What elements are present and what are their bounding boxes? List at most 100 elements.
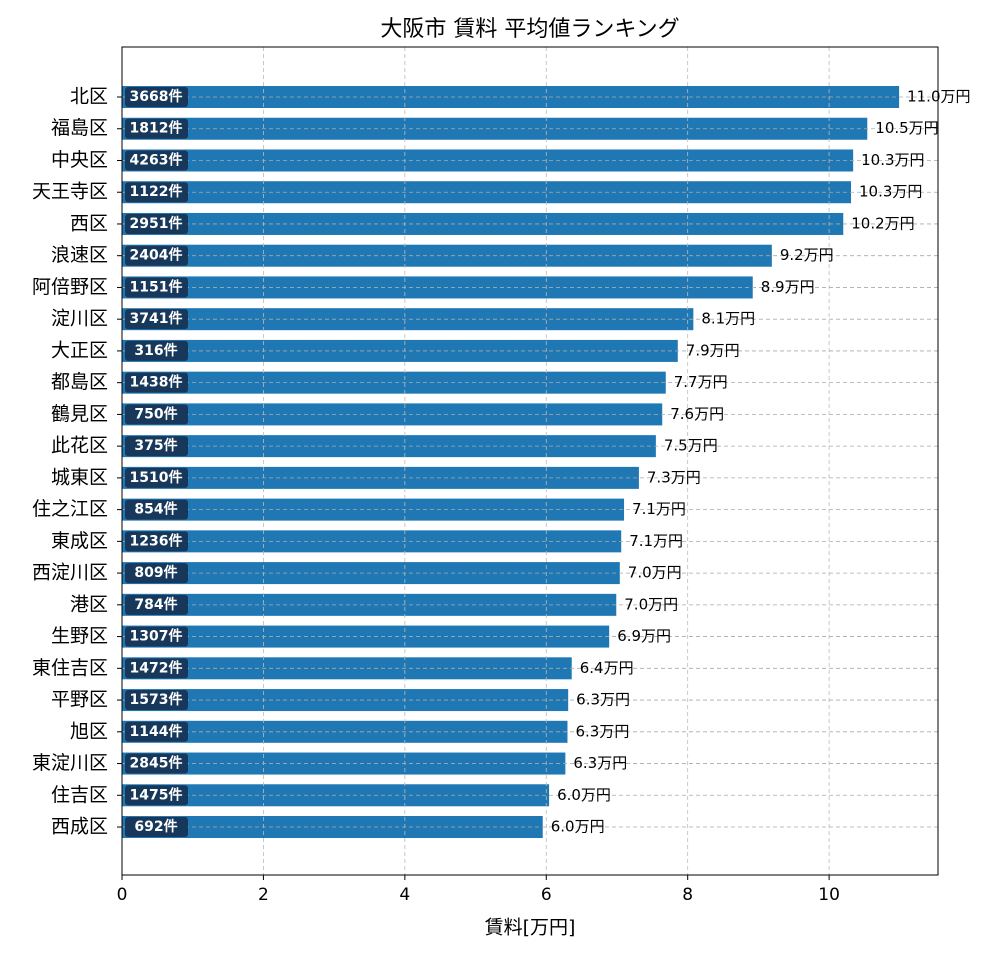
value-label: 10.5万円 [875,119,938,137]
count-label: 1510件 [130,469,183,486]
count-box [125,721,188,742]
count-box [125,245,188,266]
count-label: 316件 [134,342,177,359]
y-tick-label: 北区 [70,86,108,108]
y-tick-label: 浪速区 [51,244,108,266]
value-label: 10.3万円 [859,183,922,201]
value-label: 7.5万円 [664,437,718,455]
count-box [125,277,188,298]
y-tick-label: 鶴見区 [51,403,108,425]
value-label: 11.0万円 [907,88,970,106]
bar [122,308,694,331]
bar [122,720,568,743]
value-label: 7.0万円 [628,564,682,582]
count-label: 2404件 [130,247,183,264]
bar [122,403,663,426]
count-label: 3668件 [130,88,183,105]
y-tick-label: 東住吉区 [32,657,108,679]
value-label: 7.1万円 [632,500,686,518]
value-label: 6.3万円 [575,722,629,740]
count-label: 1151件 [130,278,183,295]
y-tick-label: 西淀川区 [32,562,108,584]
count-box [125,118,188,139]
count-box [125,658,188,679]
count-label: 1475件 [130,786,183,803]
count-box [125,531,188,552]
y-tick-label: 平野区 [51,689,108,711]
value-label: 7.9万円 [686,341,740,359]
y-tick-label: 阿倍野区 [32,276,108,298]
value-label: 9.2万円 [780,246,834,264]
value-label: 6.4万円 [580,659,634,677]
count-box [125,87,188,107]
bar [122,371,666,394]
y-tick-label: 福島区 [51,117,108,139]
count-box [125,150,188,171]
y-tick-label: 東成区 [51,530,108,552]
count-label: 1573件 [130,691,183,708]
count-label: 2951件 [130,215,183,232]
x-tick-label: 8 [682,885,693,905]
value-label: 8.1万円 [701,310,755,328]
count-box [125,594,188,615]
bar [122,752,566,775]
count-label: 854件 [134,501,177,518]
value-label: 7.7万円 [674,373,728,391]
y-tick-label: 大正区 [51,339,108,361]
y-tick-label: 住吉区 [51,784,108,806]
count-label: 750件 [134,405,177,422]
count-label: 1812件 [130,120,183,137]
count-label: 784件 [134,596,177,613]
x-tick-label: 10 [818,885,840,905]
count-label: 1472件 [130,659,183,676]
count-box [125,340,188,361]
y-tick-label: 生野区 [51,625,108,647]
plot-frame [121,46,939,876]
value-label: 6.0万円 [557,786,611,804]
count-box [125,309,188,330]
y-tick-label: 此花区 [51,435,108,457]
count-box [125,817,188,838]
value-label: 7.3万円 [647,468,701,486]
count-box [125,753,188,774]
value-label: 10.2万円 [851,214,914,232]
bar [122,466,639,489]
y-tick-label: 天王寺区 [32,181,108,203]
value-label: 6.3万円 [573,754,627,772]
count-label: 692件 [134,818,177,835]
count-box [125,563,188,584]
y-tick-label: 都島区 [51,371,108,393]
value-label: 7.1万円 [629,532,683,550]
y-tick-label: 東淀川区 [32,752,108,774]
count-box [125,499,188,520]
value-label: 7.6万円 [670,405,724,423]
y-tick-label: 旭区 [70,720,108,742]
y-tick-label: 港区 [70,593,108,615]
count-label: 4263件 [130,151,183,168]
value-label: 6.0万円 [551,818,605,836]
value-label: 6.3万円 [576,691,630,709]
bar [122,339,678,362]
count-box [125,785,188,806]
y-tick-label: 西区 [70,212,108,234]
count-box [125,182,188,203]
bar [122,530,622,553]
count-box [125,436,188,457]
count-label: 375件 [134,437,177,454]
bar [122,498,625,521]
count-box [125,626,188,647]
count-label: 809件 [134,564,177,581]
y-tick-label: 西成区 [51,816,108,838]
count-label: 1144件 [130,723,183,740]
y-tick-label: 城東区 [51,466,108,488]
value-label: 8.9万円 [761,278,815,296]
count-box [125,404,188,425]
x-tick-label: 2 [258,885,269,905]
count-box [125,467,188,488]
count-box [125,213,188,234]
count-label: 1122件 [130,183,183,200]
count-box [125,372,188,393]
y-tick-label: 中央区 [51,149,108,171]
value-label: 6.9万円 [617,627,671,645]
